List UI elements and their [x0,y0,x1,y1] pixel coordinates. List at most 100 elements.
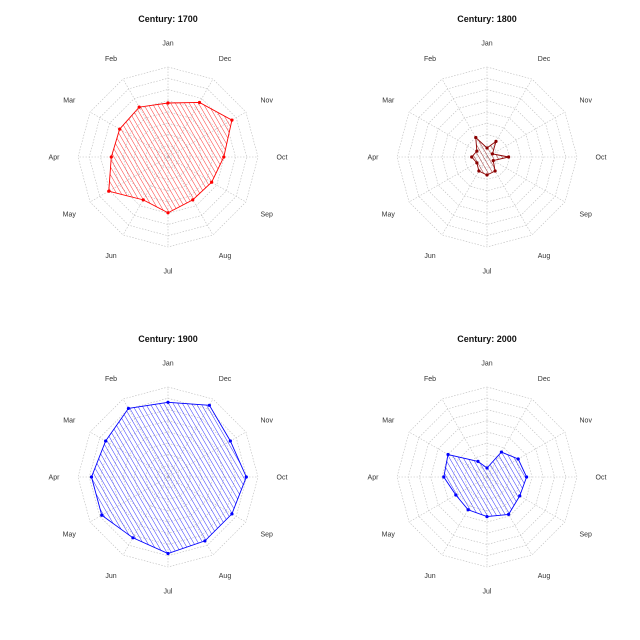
data-point [89,475,94,479]
data-point [244,475,248,479]
data-point [490,152,495,156]
series-area [108,101,233,214]
data-point [516,457,520,461]
panel-title: Century: 1800 [457,14,517,24]
axis-spoke [408,156,488,203]
radar-panel-1800: Century: 1800 Jan Dec Nov Oct Sep Aug Jul Jun Ma… [368,14,607,276]
axis-label: Jun [424,573,435,580]
data-point [494,139,498,144]
data-point [446,452,450,457]
axis-label: Dec [219,376,232,383]
axis-label: Feb [424,56,436,63]
axis-label: Jan [481,361,492,368]
axis-label: Aug [538,253,551,260]
data-point [507,155,511,159]
data-point [485,173,489,177]
axis-label: Jun [105,573,116,580]
data-point [475,149,479,153]
data-point [507,512,511,517]
axis-label: Sep [579,532,592,539]
axis-label: Jan [162,41,173,48]
data-point [493,169,497,173]
data-point [485,146,489,150]
axis-label: Jul [164,269,173,276]
data-point [476,459,480,464]
axis-label: Apr [368,475,380,482]
axis-label: Nov [261,418,274,425]
series-area [471,136,509,176]
axis-label: May [63,212,77,219]
axis-spoke [486,156,566,203]
axis-label: Nov [580,418,593,425]
axis-label: Oct [277,475,288,482]
data-point [207,403,211,407]
axis-label: May [63,532,77,539]
axis-label: Oct [596,155,607,162]
axis-label: Feb [424,376,436,383]
axis-label: Dec [538,56,551,63]
grid-ring [396,66,578,248]
axis-label: Jun [424,253,435,260]
data-point [230,118,234,122]
data-point [191,198,195,202]
axis-label: Feb [105,376,117,383]
data-point [518,494,522,498]
axis-label: Jul [483,589,492,596]
panel-title: Century: 1900 [138,334,198,344]
axis-label: Mar [63,98,76,105]
panel-title: Century: 1700 [138,14,198,24]
axis-label: Jan [481,41,492,48]
data-point [230,512,234,516]
data-point [228,439,232,443]
axis-label: Feb [105,56,117,63]
grid-ring [430,100,544,214]
axis-label: Nov [261,98,274,105]
axis-label: Nov [580,98,593,105]
grid-ring [77,386,259,568]
axis-label: Jun [105,253,116,260]
data-point [107,189,111,193]
data-point [118,127,122,131]
axis-label: Mar [63,418,76,425]
data-point [485,466,489,470]
data-point [485,515,489,519]
data-point [222,155,226,159]
data-point [525,475,529,479]
data-point [141,198,145,202]
axis-label: Jan [162,361,173,368]
axis-label: Mar [382,98,395,105]
axis-label: Apr [49,475,61,482]
data-point [474,135,478,140]
data-point [470,155,474,159]
grid-ring [430,420,544,534]
data-point [126,406,130,411]
data-point [166,211,170,215]
axis-spoke [408,111,488,158]
data-point [475,161,479,165]
data-point [203,539,207,543]
data-point [166,551,170,556]
data-point [477,169,481,173]
axis-label: Sep [579,212,592,219]
axis-label: Sep [260,212,273,219]
grid-ring [396,386,578,568]
radar-panel-2000: Century: 2000 Jan Dec Nov Oct Sep Aug Jul Jun Ma… [368,334,607,596]
series-area [91,401,247,554]
axis-label: Jul [483,269,492,276]
data-point [442,475,446,479]
data-point [491,159,495,163]
data-point [131,536,135,540]
axis-label: Dec [538,376,551,383]
series-area [443,451,528,518]
data-point [466,508,470,512]
data-point [109,155,113,159]
data-point [454,493,458,497]
data-point [197,100,202,105]
axis-label: Apr [49,155,61,162]
axis-label: Oct [596,475,607,482]
data-point [210,180,214,184]
data-point [166,101,170,105]
data-point [166,400,170,404]
axis-label: Mar [382,418,395,425]
